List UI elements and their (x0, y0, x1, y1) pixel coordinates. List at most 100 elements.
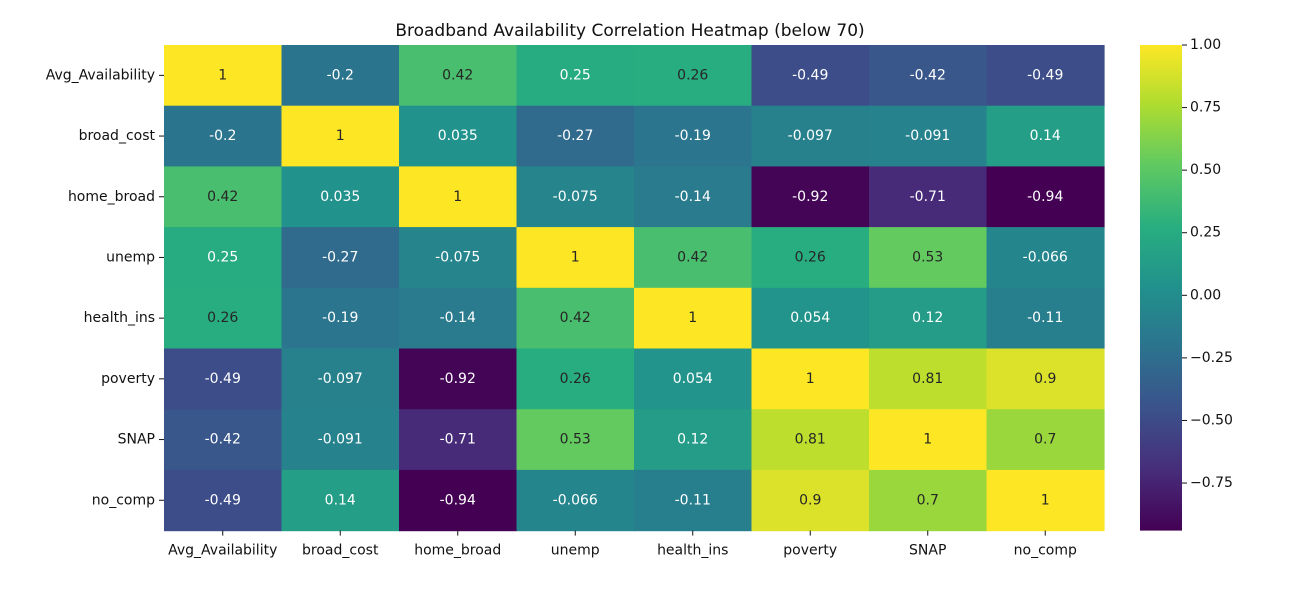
heatmap-cell-7-1 (281, 469, 400, 532)
cell-annotation-4-7: -0.11 (1027, 310, 1063, 326)
heatmap-cell-5-6 (869, 348, 988, 410)
cell-annotation-4-6: 0.12 (912, 310, 943, 326)
heatmap-cell-5-5 (751, 348, 870, 410)
x-tick-label: home_broad (414, 543, 501, 559)
heatmap-cell-7-2 (399, 469, 518, 532)
heatmap-cell-5-4 (634, 348, 753, 410)
cell-annotation-6-5: 0.81 (795, 432, 826, 448)
heatmap-cell-6-4 (634, 409, 753, 471)
y-axis: Avg_Availability broad_cost home_broadunem… (46, 67, 164, 508)
cell-annotation-7-7: 1 (1041, 492, 1050, 508)
heatmap-cell-4-7 (986, 287, 1105, 350)
y-tick-label: unemp (106, 249, 155, 265)
cell-annotation-1-6: -0.091 (905, 128, 950, 144)
heatmap-cell-0-7 (986, 45, 1105, 107)
heatmap-cell-4-5 (751, 287, 870, 350)
heatmap-cell-1-7 (986, 105, 1105, 167)
heatmap-cell-3-3 (516, 227, 635, 289)
cell-annotation-2-3: -0.075 (553, 189, 598, 205)
cell-annotation-0-7: -0.49 (1027, 67, 1063, 83)
cell-annotation-4-0: 0.26 (207, 310, 238, 326)
heatmap-cell-0-6 (869, 45, 988, 107)
cell-annotation-3-6: 0.53 (912, 249, 943, 265)
heatmap-cell-6-5 (751, 409, 870, 471)
cell-annotation-1-1: 1 (336, 128, 345, 144)
cell-annotation-1-5: -0.097 (788, 128, 833, 144)
cell-annotation-6-1: -0.091 (318, 432, 363, 448)
x-tick-label: poverty (783, 543, 837, 559)
cell-annotation-0-5: -0.49 (792, 67, 828, 83)
heatmap-cell-2-7 (986, 166, 1105, 228)
y-tick-label: poverty (101, 371, 155, 387)
cell-annotation-6-3: 0.53 (560, 432, 591, 448)
cell-annotation-6-4: 0.12 (677, 432, 708, 448)
heatmap-cell-2-4 (634, 166, 753, 228)
cell-annotation-3-2: -0.075 (435, 249, 480, 265)
colorbar-tick-label: 0.25 (1190, 225, 1221, 241)
heatmap-cell-5-0 (164, 348, 283, 410)
colorbar-tick-label: 0.50 (1190, 162, 1221, 178)
y-tick-label: Avg_Availability (46, 67, 155, 83)
cell-annotation-4-2: -0.14 (440, 310, 476, 326)
heatmap-cell-2-5 (751, 166, 870, 228)
heatmap-cell-2-6 (869, 166, 988, 228)
cell-annotation-7-5: 0.9 (799, 492, 821, 508)
heatmap-cell-7-0 (164, 469, 283, 532)
cell-annotation-4-4: 1 (688, 310, 697, 326)
cell-annotation-7-1: 0.14 (325, 492, 356, 508)
cell-annotation-7-3: -0.066 (553, 492, 598, 508)
cell-annotation-0-3: 0.25 (560, 67, 591, 83)
cell-annotation-5-3: 0.26 (560, 371, 591, 387)
x-tick-label: Avg_Availability (168, 543, 277, 559)
cell-annotation-6-7: 0.7 (1034, 432, 1056, 448)
x-tick-label: SNAP (909, 543, 946, 559)
cell-annotation-2-6: -0.71 (910, 189, 946, 205)
heatmap-cell-1-2 (399, 105, 518, 167)
y-tick-label: SNAP (118, 432, 155, 448)
cell-annotation-3-7: -0.066 (1023, 249, 1068, 265)
y-tick-label: broad_cost (79, 128, 156, 144)
heatmap-cell-3-1 (281, 227, 400, 289)
colorbar-tick-label: 0.00 (1190, 287, 1221, 303)
cell-annotation-1-3: -0.27 (557, 128, 593, 144)
cell-annotation-2-4: -0.14 (675, 189, 711, 205)
heatmap-cell-0-0 (164, 45, 283, 107)
cell-annotation-2-0: 0.42 (207, 189, 238, 205)
heatmap-cell-7-3 (516, 469, 635, 532)
heatmap-cell-2-0 (164, 166, 283, 228)
cell-annotation-4-1: -0.19 (322, 310, 358, 326)
cell-annotation-6-2: -0.71 (440, 432, 476, 448)
colorbar-tick-label: 1.00 (1190, 37, 1221, 53)
cell-annotation-2-7: -0.94 (1027, 189, 1063, 205)
heatmap-cell-6-7 (986, 409, 1105, 471)
heatmap-cell-7-4 (634, 469, 753, 532)
x-tick-label: unemp (551, 543, 600, 559)
y-tick-label: home_broad (68, 189, 155, 205)
heatmap-cell-2-1 (281, 166, 400, 228)
heatmap-cell-2-3 (516, 166, 635, 228)
heatmap-cell-6-3 (516, 409, 635, 471)
heatmap-cell-7-7 (986, 469, 1105, 532)
heatmap-cell-0-4 (634, 45, 753, 107)
colorbar-gradient (1140, 45, 1182, 531)
cell-annotation-1-4: -0.19 (675, 128, 711, 144)
colorbar: 1.00 0.75 0.50 0.25 0.00 −0.25 −0.50 −0.75 (1140, 37, 1233, 531)
cell-annotation-5-1: -0.097 (318, 371, 363, 387)
x-tick-label: health_ins (657, 543, 728, 559)
cell-annotation-6-0: -0.42 (205, 432, 241, 448)
heatmap-cell-4-0 (164, 287, 283, 350)
heatmap-cell-4-1 (281, 287, 400, 350)
cell-annotation-5-2: -0.92 (440, 371, 476, 387)
cell-annotation-0-4: 0.26 (677, 67, 708, 83)
heatmap-cell-1-6 (869, 105, 988, 167)
cell-annotation-2-2: 1 (453, 189, 462, 205)
heatmap-cell-4-3 (516, 287, 635, 350)
colorbar-tick-label: −0.75 (1190, 475, 1233, 491)
cell-annotation-1-7: 0.14 (1030, 128, 1061, 144)
heatmap-cell-1-4 (634, 105, 753, 167)
heatmap-cells (164, 45, 1105, 532)
heatmap-cell-2-2 (399, 166, 518, 228)
heatmap-cell-5-2 (399, 348, 518, 410)
heatmap-cell-1-3 (516, 105, 635, 167)
